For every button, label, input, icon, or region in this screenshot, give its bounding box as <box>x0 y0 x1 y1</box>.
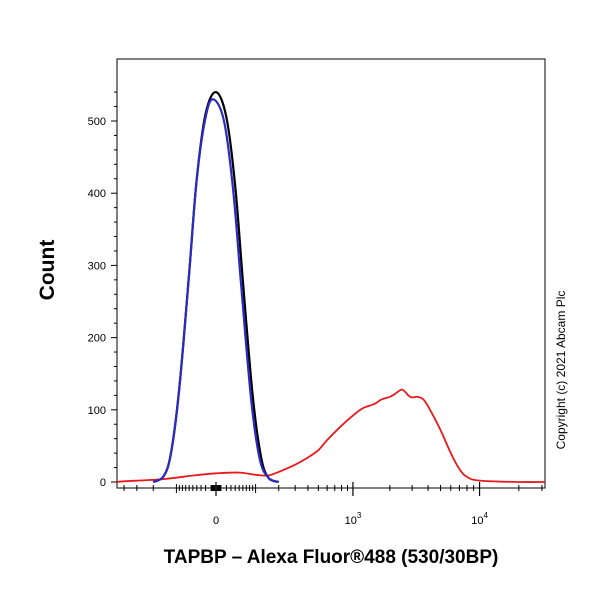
y-tick-label: 0 <box>100 477 106 489</box>
x-axis-ticks: 0 103 104 <box>123 482 543 527</box>
y-tick-label: 500 <box>88 116 106 128</box>
y-tick-label: 200 <box>88 333 106 345</box>
series-layer <box>116 91 546 484</box>
series-line-1 <box>152 98 280 484</box>
x-axis-label: TAPBP – Alexa Fluor®488 (530/30BP) <box>164 547 499 568</box>
plot-area <box>116 58 546 489</box>
x-tick-label: 104 <box>471 511 488 527</box>
copyright-annotation: Copyright (c) 2021 Abcam Plc <box>554 291 568 450</box>
y-tick-label: 400 <box>88 188 106 200</box>
x-tick-label: 0 <box>213 515 219 527</box>
y-axis-label: Count <box>36 240 59 301</box>
y-axis-minor-ticks <box>114 91 117 469</box>
y-axis-ticks: 0 100 200 300 400 500 <box>88 116 117 489</box>
x-tick-label: 103 <box>345 511 362 527</box>
y-tick-label: 300 <box>88 260 106 272</box>
y-tick-label: 100 <box>88 405 106 417</box>
series-line-2 <box>116 388 546 483</box>
